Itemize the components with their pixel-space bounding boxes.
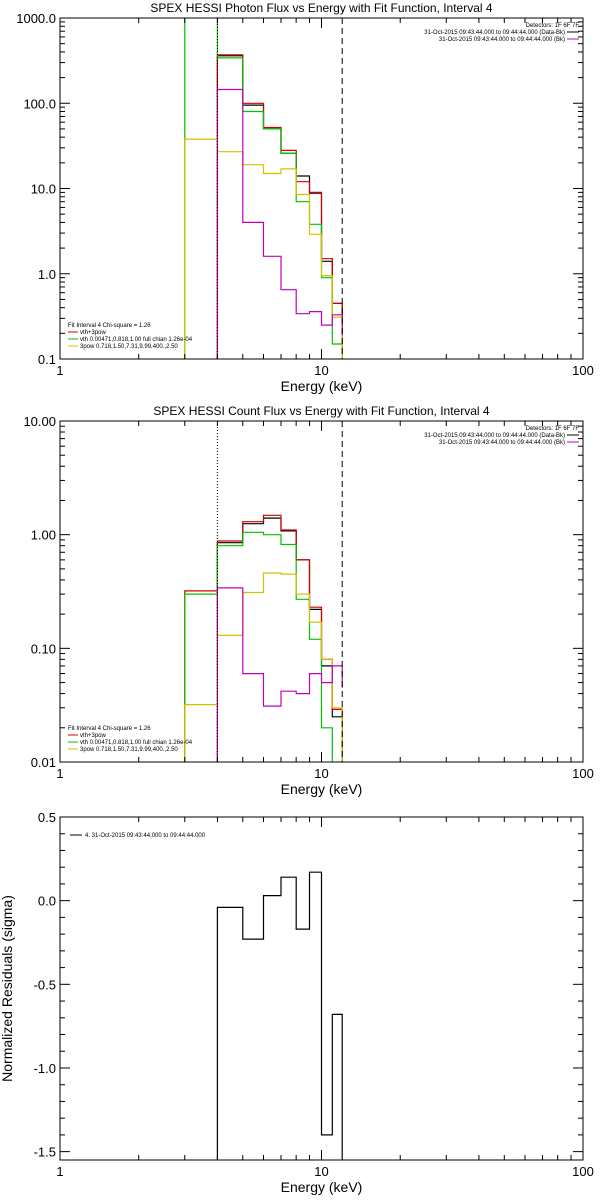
series-4-line [184, 138, 343, 359]
y-tick-label: 10.00 [23, 414, 56, 429]
y-tick-label: 0.5 [38, 810, 56, 825]
y-tick-label: 10.0 [31, 182, 56, 197]
series-1-line [216, 871, 343, 1160]
y-tick-label: 0.01 [31, 755, 56, 770]
chart-title: SPEX HESSI Photon Flux vs Energy with Fi… [150, 1, 492, 15]
series-1-line [216, 55, 343, 359]
series-3-line [184, 18, 343, 359]
legend-bottom-entry: vth 0.00471,0.818,1.00 full chian 1.26e-… [80, 337, 193, 343]
series-3-line [184, 531, 333, 762]
legend-bottom-entry: vth+3pow [80, 733, 107, 739]
legend-bottom-entry: 3pow 0.718,1.50,7.31,9.99,400.,2.50 [80, 747, 178, 753]
plot-frame [59, 17, 584, 360]
legend-bottom-entry: vth 0.00471,0.818,1.00 full chian 1.26e-… [80, 740, 193, 746]
y-axis-label: Normalized Residuals (sigma) [0, 895, 15, 1082]
series-2-line [216, 54, 343, 359]
x-tick-label: 100 [572, 1164, 594, 1179]
x-tick-label: 10 [314, 363, 328, 378]
panel-2: SPEX HESSI Count Flux vs Energy with Fit… [23, 404, 594, 797]
fit-info: Fit Interval 4 Chi-square = 1.26 [68, 323, 151, 329]
x-tick-label: 1 [56, 766, 63, 781]
y-tick-label: -1.5 [34, 1145, 56, 1160]
legend-top-entry: 31-Oct-2015 09:43:44.000 to 09:44:44.000… [439, 37, 565, 43]
legend-top-entry: 31-Oct-2015 09:43:44.000 to 09:44:44.000… [424, 30, 565, 36]
panel-1: SPEX HESSI Photon Flux vs Energy with Fi… [16, 1, 594, 394]
x-tick-label: 100 [572, 766, 594, 781]
x-tick-label: 10 [314, 1164, 328, 1179]
legend-bottom-entry: vth+3pow [80, 330, 107, 336]
series-5-line [216, 587, 343, 762]
legend-entry: 4. 31-Oct-2015 09:43:44.000 to 09:44:44.… [85, 833, 206, 839]
y-tick-label: 100.0 [23, 96, 56, 111]
x-axis-label: Energy (keV) [281, 781, 363, 797]
x-axis-label: Energy (keV) [281, 378, 363, 394]
detectors-label: Detectors: 1F 6F 7F [526, 426, 580, 432]
legend-bottom-entry: 3pow 0.718,1.50,7.31,9.99,400.,2.50 [80, 344, 178, 350]
x-axis-label: Energy (keV) [281, 1179, 363, 1195]
detectors-label: Detectors: 1F 6F 7F [526, 23, 580, 29]
y-tick-label: -1.0 [34, 1061, 56, 1076]
y-tick-label: 1.0 [38, 267, 56, 282]
fit-info: Fit Interval 4 Chi-square = 1.26 [68, 726, 151, 732]
panel-3: 1 10 100 -1.5 -1.0 -0.5 0.0 0.5 Energy (keV) Norm… [0, 810, 594, 1195]
x-tick-label: 10 [314, 766, 328, 781]
y-tick-label: 0.10 [31, 641, 56, 656]
series-group [216, 871, 343, 1160]
legend-top-entry: 31-Oct-2015 09:43:44.000 to 09:44:44.000… [439, 440, 565, 446]
series-1-line [216, 517, 343, 762]
chart-title: SPEX HESSI Count Flux vs Energy with Fit… [153, 404, 489, 418]
legend-top-entry: 31-Oct-2015 09:43:44.000 to 09:44:44.000… [424, 433, 565, 439]
series-group [184, 18, 343, 359]
y-tick-label: 0.1 [38, 352, 56, 367]
y-tick-label: 0.0 [38, 894, 56, 909]
y-tick-label: -0.5 [34, 977, 56, 992]
x-tick-label: 1 [56, 363, 63, 378]
y-tick-label: 1.00 [31, 528, 56, 543]
y-tick-label: 1000.0 [16, 11, 56, 26]
x-tick-label: 1 [56, 1164, 63, 1179]
series-4-line [184, 572, 343, 762]
series-group [184, 514, 343, 762]
x-tick-label: 100 [572, 363, 594, 378]
series-5-line [216, 88, 343, 359]
